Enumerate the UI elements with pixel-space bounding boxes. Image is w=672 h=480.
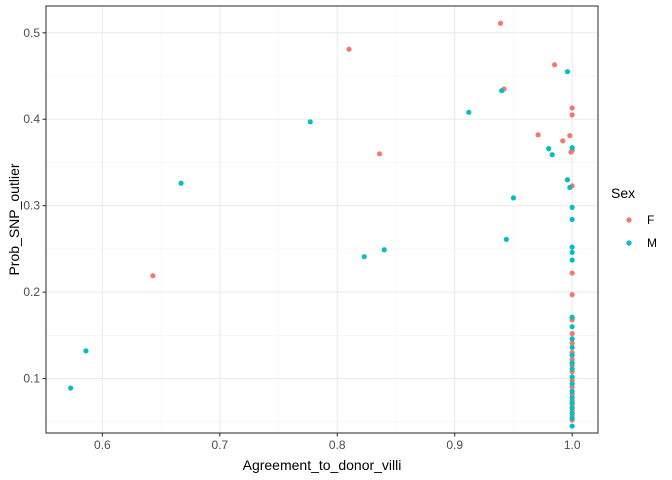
y-tick-label: 0.2: [23, 285, 40, 299]
legend-key-f: [626, 217, 632, 223]
data-point-f: [497, 20, 504, 26]
data-point-m: [68, 385, 74, 391]
data-point-f: [346, 46, 352, 52]
data-point-f: [569, 330, 575, 337]
data-point-f: [376, 151, 383, 157]
y-tick-label: 0.4: [23, 112, 40, 126]
data-point-m: [499, 88, 505, 94]
data-point-m: [569, 244, 575, 250]
y-tick-label: 0.3: [23, 199, 40, 213]
x-tick-label: 0.7: [211, 438, 228, 452]
y-tick-label: 0.1: [23, 372, 40, 386]
legend: Sex FM: [611, 185, 657, 250]
data-points: [68, 20, 575, 429]
data-point-m: [178, 180, 184, 186]
data-point-m: [569, 145, 575, 151]
data-point-m: [549, 152, 555, 158]
data-point-m: [569, 336, 575, 342]
data-point-m: [564, 177, 571, 183]
x-axis: 0.6 0.7 0.8 0.9 1.0: [94, 433, 581, 452]
data-point-f: [567, 133, 573, 139]
data-point-f: [150, 273, 156, 279]
data-point-m: [569, 352, 575, 358]
legend-keys: FM: [626, 213, 657, 250]
data-point-m: [569, 314, 575, 320]
data-point-m: [569, 381, 575, 387]
data-point-m: [569, 415, 575, 421]
x-tick-label: 0.9: [446, 438, 463, 452]
data-point-f: [569, 112, 575, 118]
data-point-m: [466, 109, 472, 115]
legend-key-m: [626, 240, 632, 246]
data-point-m: [569, 360, 575, 366]
legend-title: Sex: [611, 185, 635, 201]
minor-gridlines: [46, 6, 598, 433]
legend-label-m: M: [647, 236, 657, 250]
data-point-m: [569, 394, 575, 401]
data-point-m: [569, 257, 575, 263]
data-point-f: [569, 292, 575, 298]
data-point-m: [510, 195, 517, 201]
x-tick-label: 0.8: [329, 438, 346, 452]
data-point-m: [569, 249, 575, 255]
data-point-m: [307, 119, 313, 125]
data-point-f: [569, 340, 575, 346]
data-point-m: [569, 400, 575, 406]
x-axis-title: Agreement_to_donor_villi: [243, 457, 402, 473]
data-point-m: [569, 216, 575, 223]
data-point-m: [569, 204, 575, 210]
y-tick-label: 0.5: [23, 26, 40, 40]
data-point-f: [535, 132, 541, 138]
data-point-f: [569, 270, 575, 276]
data-point-m: [567, 184, 573, 191]
y-axis-title: Prob_SNP_outlier: [6, 163, 22, 275]
data-point-m: [569, 410, 575, 416]
data-point-m: [569, 324, 575, 330]
panel-border: [45, 5, 599, 434]
x-tick-label: 0.6: [94, 438, 111, 452]
data-point-m: [569, 344, 575, 351]
data-point-m: [569, 374, 575, 380]
data-point-m: [381, 247, 387, 253]
panel-background: [46, 6, 598, 433]
data-point-m: [564, 69, 571, 75]
plot-panel: [45, 5, 599, 434]
data-point-m: [569, 423, 575, 429]
data-point-m: [83, 348, 89, 354]
data-point-f: [551, 62, 558, 68]
legend-label-f: F: [647, 213, 654, 227]
data-point-m: [546, 146, 552, 152]
data-point-m: [569, 366, 575, 372]
data-point-m: [503, 236, 509, 242]
y-axis: 0.1 0.2 0.3 0.4 0.5: [23, 26, 46, 386]
data-point-m: [569, 388, 575, 395]
x-tick-label: 1.0: [564, 438, 581, 452]
data-point-m: [361, 254, 367, 260]
data-point-f: [569, 105, 575, 111]
data-point-f: [560, 138, 566, 144]
data-point-m: [569, 405, 575, 411]
